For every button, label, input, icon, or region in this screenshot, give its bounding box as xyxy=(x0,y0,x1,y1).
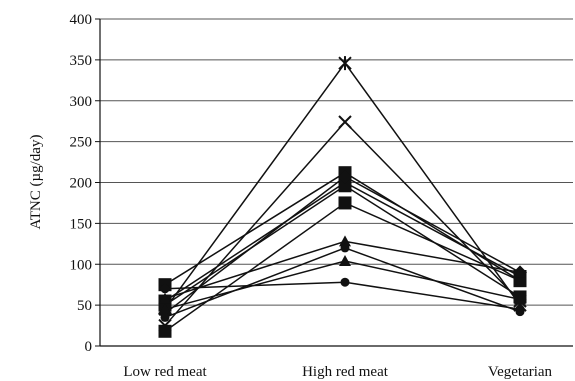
square-marker xyxy=(338,196,352,210)
triangle-marker xyxy=(514,293,526,305)
x-tick-labels: Low red meat High red meat Vegetarian xyxy=(123,364,552,380)
series-line xyxy=(164,202,521,332)
y-tick-label: 150 xyxy=(70,216,93,232)
y-tick-label: 0 xyxy=(85,339,93,355)
y-tick-label: 100 xyxy=(70,257,93,273)
axes xyxy=(95,18,573,347)
triangle-marker xyxy=(339,254,351,266)
y-tick-label: 300 xyxy=(70,94,93,110)
circle-marker xyxy=(160,312,170,322)
y-tick-labels: 0 50 100 150 200 250 300 350 400 xyxy=(70,12,93,355)
y-tick-label: 400 xyxy=(70,12,93,28)
circle-marker xyxy=(515,307,525,317)
gridlines xyxy=(100,18,573,306)
triangle-marker xyxy=(339,235,351,247)
circle-marker xyxy=(160,284,170,294)
x-tick-label: Low red meat xyxy=(123,364,207,380)
y-tick-label: 50 xyxy=(77,298,92,314)
triangle-marker xyxy=(514,266,526,278)
triangle-marker xyxy=(159,292,171,304)
star-marker xyxy=(338,56,352,71)
diamond-marker xyxy=(338,169,352,184)
square-marker xyxy=(338,179,352,193)
y-tick-label: 350 xyxy=(70,53,93,69)
x-tick-label: Vegetarian xyxy=(488,364,553,380)
circle-marker xyxy=(340,243,350,253)
circle-marker xyxy=(340,277,350,287)
x-marker xyxy=(338,115,352,129)
y-axis-title: ATNC (µg/day) xyxy=(28,135,44,230)
triangle-marker xyxy=(159,303,171,315)
square-marker xyxy=(158,324,172,338)
y-tick-label: 200 xyxy=(70,176,93,192)
series-markers xyxy=(158,56,527,338)
x-tick-label: High red meat xyxy=(302,364,389,380)
y-tick-label: 250 xyxy=(70,135,93,151)
